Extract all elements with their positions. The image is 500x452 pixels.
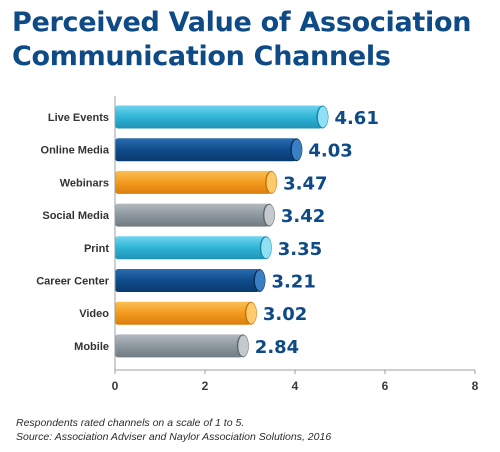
value-label: 3.47 bbox=[283, 173, 327, 194]
category-label: Online Media bbox=[41, 145, 110, 157]
source-note: Source: Association Adviser and Naylor A… bbox=[16, 431, 332, 443]
value-label: 2.84 bbox=[255, 337, 299, 358]
bar-end-cap-highlight bbox=[291, 139, 302, 161]
value-label: 3.42 bbox=[281, 206, 325, 227]
footnote: Respondents rated channels on a scale of… bbox=[16, 417, 245, 429]
bar bbox=[115, 138, 297, 162]
bar-end-cap-highlight bbox=[317, 106, 328, 128]
bar bbox=[115, 236, 266, 260]
x-axis: 0 2 4 6 8 bbox=[112, 96, 479, 393]
x-tick-label: 0 bbox=[112, 379, 119, 393]
category-label: Career Center bbox=[36, 276, 109, 288]
category-label: Live Events bbox=[48, 112, 109, 124]
chart-title-line1: Perceived Value of Association bbox=[12, 7, 472, 38]
category-label: Video bbox=[79, 308, 109, 320]
bar-end-cap-highlight bbox=[238, 335, 249, 357]
value-label: 4.61 bbox=[334, 108, 378, 129]
bar bbox=[115, 301, 251, 325]
x-tick-label: 8 bbox=[472, 379, 479, 393]
bar-end-cap-highlight bbox=[266, 171, 277, 193]
value-label: 3.35 bbox=[278, 239, 322, 260]
bar bbox=[115, 170, 272, 194]
bar bbox=[115, 269, 260, 292]
category-label: Webinars bbox=[60, 177, 109, 189]
x-tick-label: 4 bbox=[292, 379, 299, 393]
value-label: 4.03 bbox=[308, 141, 352, 162]
chart-title: Perceived Value of Association Communica… bbox=[12, 6, 492, 74]
bar bbox=[115, 203, 269, 227]
bar bbox=[115, 334, 243, 358]
bar-end-cap-highlight bbox=[264, 204, 275, 226]
bar bbox=[115, 105, 323, 129]
category-label: Mobile bbox=[74, 341, 109, 353]
category-label: Social Media bbox=[42, 210, 110, 222]
category-label: Print bbox=[84, 243, 109, 255]
chart-title-line2: Communication Channels bbox=[12, 41, 391, 72]
bar-end-cap-highlight bbox=[254, 270, 265, 291]
value-label: 3.02 bbox=[263, 304, 307, 325]
bar-end-cap-highlight bbox=[261, 237, 272, 259]
bar-end-cap-highlight bbox=[246, 302, 257, 324]
bars-group: Live Events 4.61 Online Media 4.03 Webinars 3… bbox=[36, 105, 379, 358]
value-label: 3.21 bbox=[271, 272, 315, 293]
x-tick-label: 6 bbox=[382, 379, 389, 393]
x-tick-label: 2 bbox=[202, 379, 209, 393]
